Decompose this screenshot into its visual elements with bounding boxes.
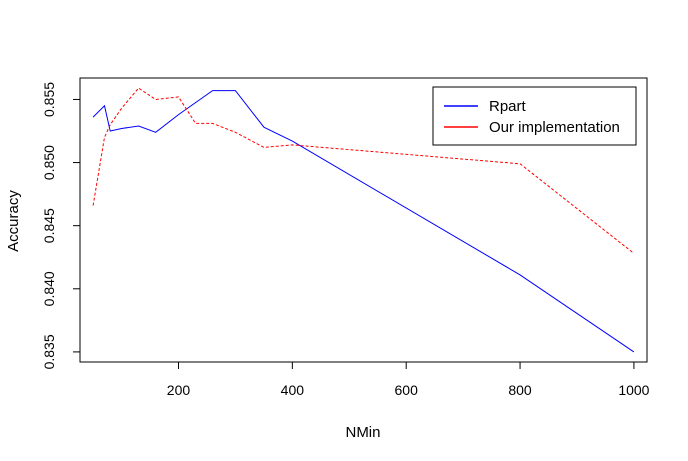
y-axis: 0.835 0.840 0.845 0.850 0.855 [41,82,81,369]
series-layer [92,87,635,353]
y-tick-label: 0.850 [41,145,57,180]
legend: Rpart Our implementation [432,86,637,146]
x-tick-label: 200 [167,382,191,398]
y-tick-label: 0.845 [41,208,57,243]
x-axis: 200 400 600 800 1000 [167,361,650,398]
x-tick-label: 600 [395,382,419,398]
y-tick-label: 0.835 [41,334,57,369]
y-axis-title: Accuracy [5,190,22,252]
y-tick-label: 0.840 [41,271,57,306]
series-line-rpart [92,90,635,353]
series-line-our-implementation [92,87,635,254]
legend-label-rpart: Rpart [489,98,527,115]
x-tick-label: 800 [508,382,532,398]
y-tick-label: 0.855 [41,82,57,117]
legend-box [432,86,637,146]
legend-label-our-implementation: Our implementation [489,119,620,136]
x-tick-label: 1000 [618,382,649,398]
x-axis-title: NMin [345,424,380,441]
x-tick-label: 400 [281,382,305,398]
